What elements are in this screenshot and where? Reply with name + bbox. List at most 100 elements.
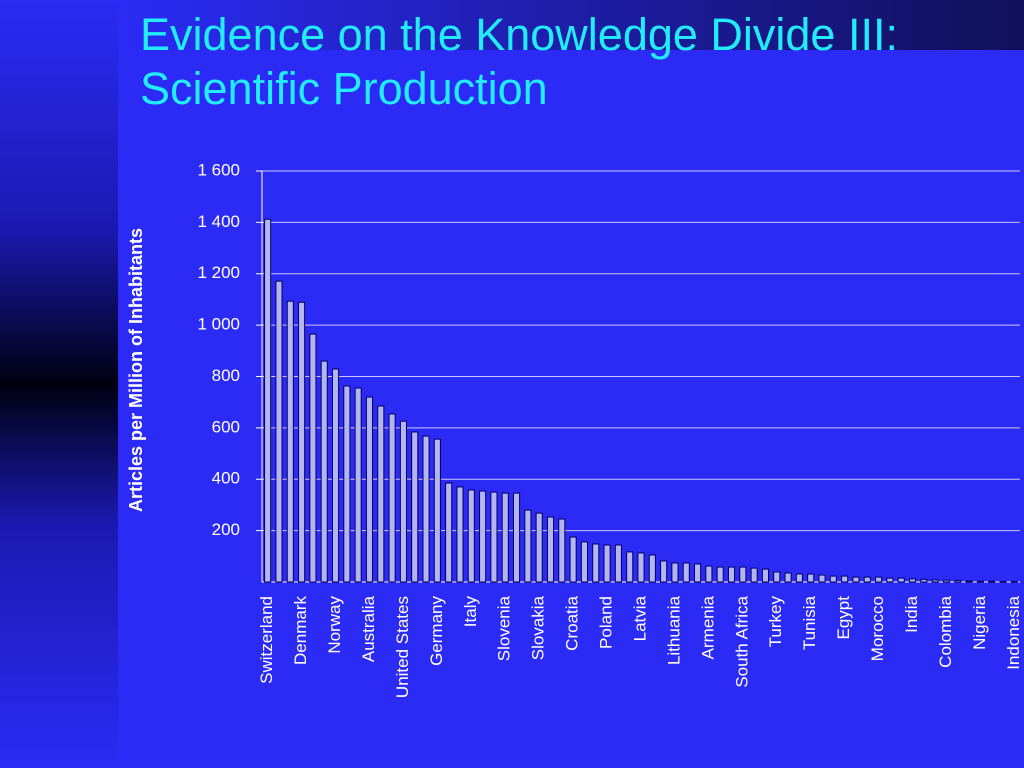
bar — [999, 580, 1007, 583]
bar — [897, 577, 905, 583]
x-tick-label: Denmark — [291, 596, 310, 665]
bar — [354, 387, 362, 583]
bar — [965, 580, 973, 583]
bar — [467, 489, 475, 583]
bar — [852, 576, 860, 583]
bar — [524, 509, 532, 583]
bar — [603, 544, 611, 583]
bar — [399, 420, 407, 583]
bar — [411, 431, 419, 583]
bar — [818, 574, 826, 583]
bar — [682, 562, 690, 583]
x-tick-label: Poland — [597, 596, 616, 649]
bar — [479, 490, 487, 583]
slide-title: Evidence on the Knowledge Divide III: Sc… — [140, 9, 898, 114]
bar — [388, 413, 396, 583]
bar — [920, 578, 928, 583]
y-tick-label: 1 600 — [197, 160, 240, 179]
bar — [705, 565, 713, 583]
y-tick-label: 400 — [212, 469, 240, 488]
y-tick-label: 1 200 — [197, 263, 240, 282]
bar — [546, 516, 555, 583]
bar — [886, 577, 894, 583]
bar — [275, 280, 283, 583]
side-band — [0, 0, 118, 768]
x-tick-label: Croatia — [563, 595, 582, 650]
bar — [626, 551, 634, 583]
x-tick-label: Slovenia — [495, 595, 514, 661]
x-tick-label: Germany — [427, 596, 446, 666]
x-tick-label: Lithuania — [664, 595, 683, 665]
x-tick-label: Slovakia — [529, 595, 548, 660]
bar — [863, 576, 871, 583]
bar — [377, 405, 385, 583]
x-tick-label: Italy — [461, 596, 480, 628]
bar — [501, 492, 509, 583]
bar — [580, 541, 588, 583]
bar — [365, 396, 374, 583]
bar — [988, 580, 996, 583]
bar — [954, 579, 962, 583]
bar — [569, 536, 577, 583]
bar — [433, 438, 441, 583]
bar — [829, 575, 837, 583]
y-tick-label: 800 — [212, 366, 240, 385]
bar — [795, 573, 803, 583]
bar — [286, 300, 294, 583]
bar — [694, 563, 702, 583]
bar — [784, 572, 792, 583]
bar — [942, 579, 951, 583]
x-tick-label: Norway — [325, 596, 344, 654]
bar — [761, 568, 770, 583]
x-tick-label: Turkey — [766, 596, 785, 648]
bar — [264, 218, 272, 583]
y-tick-label: 600 — [212, 417, 240, 436]
bar — [614, 544, 622, 583]
bar — [320, 360, 328, 583]
y-axis-label: Articles per Million of Inhabitants — [126, 228, 146, 512]
bar — [931, 579, 939, 583]
bar — [422, 435, 430, 583]
bar — [660, 560, 668, 583]
bar — [298, 301, 306, 583]
bar — [592, 543, 600, 583]
bar — [727, 566, 736, 583]
x-tick-label: Tunisia — [800, 595, 819, 650]
top-band — [118, 0, 1024, 50]
bar — [512, 492, 521, 583]
bar — [908, 578, 917, 583]
bar — [773, 571, 781, 583]
x-tick-label: Australia — [359, 595, 378, 662]
x-tick-label: United States — [393, 596, 412, 698]
bar — [456, 486, 464, 583]
bar — [716, 566, 724, 583]
bar — [976, 580, 984, 583]
bar — [648, 554, 656, 583]
x-tick-label: Nigeria — [970, 595, 989, 649]
bar — [309, 333, 317, 583]
x-tick-label: South Africa — [732, 595, 751, 687]
x-tick-label: Egypt — [834, 596, 853, 640]
x-tick-label: Switzerland — [257, 596, 276, 684]
y-tick-label: 1 000 — [197, 315, 240, 334]
bar — [841, 575, 849, 583]
bar — [671, 562, 679, 583]
bar — [343, 385, 351, 583]
y-tick-label: 200 — [212, 520, 240, 539]
bar — [637, 552, 645, 583]
bar — [739, 566, 747, 583]
bar — [490, 491, 498, 583]
x-tick-label: Armenia — [698, 595, 717, 659]
x-tick-label: Latvia — [630, 595, 649, 641]
x-tick-label: Colombia — [936, 595, 955, 667]
bar — [750, 567, 758, 583]
bar — [875, 576, 883, 583]
bar — [1010, 580, 1018, 583]
bar — [331, 368, 340, 583]
y-tick-label: 1 400 — [197, 212, 240, 231]
bar — [558, 518, 566, 583]
x-tick-label: Morocco — [868, 596, 887, 661]
bar — [445, 482, 453, 583]
